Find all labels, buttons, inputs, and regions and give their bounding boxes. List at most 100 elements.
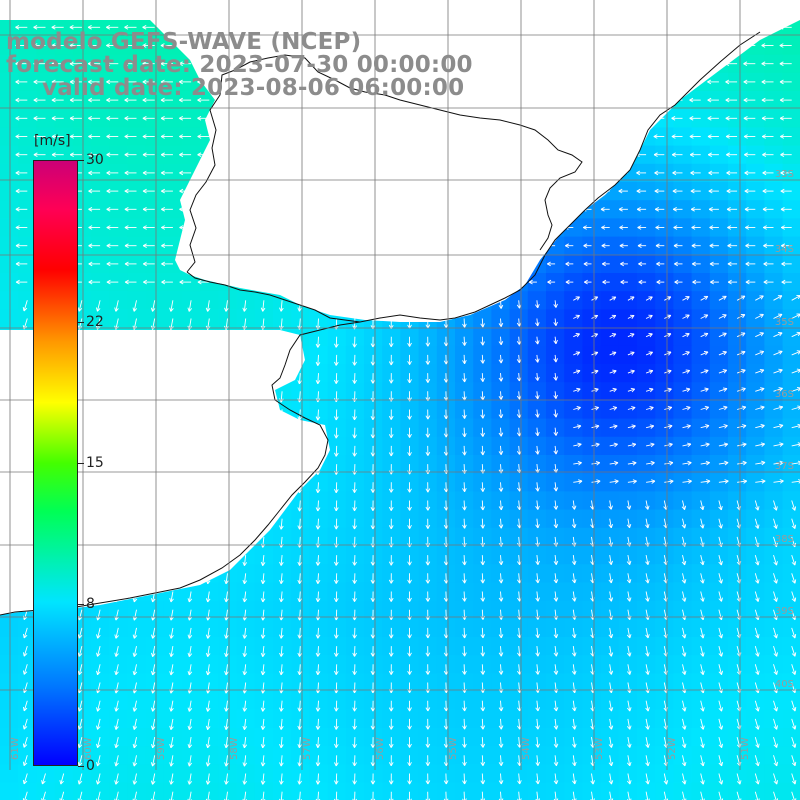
wind-speed-cell	[746, 145, 765, 165]
wind-speed-cell	[0, 36, 19, 56]
wind-speed-cell	[673, 145, 693, 165]
wind-speed-cell	[127, 200, 147, 219]
colorbar-tick-label: 22	[86, 313, 104, 330]
wind-speed-cell	[91, 18, 110, 37]
wind-speed-cell	[709, 254, 729, 274]
wind-speed-cell	[655, 182, 674, 201]
wind-speed-cell	[72, 782, 92, 800]
wind-speed-cell	[746, 91, 765, 110]
wind-speed-cell	[127, 163, 147, 183]
wind-speed-cell	[163, 72, 183, 92]
wind-speed-cell	[673, 200, 693, 219]
wind-speed-cell	[91, 54, 110, 74]
colorbar-tick-mark	[78, 766, 84, 767]
wind-speed-cell	[163, 163, 183, 183]
wind-speed-cell	[637, 236, 656, 256]
colorbar-tick-label: 15	[86, 455, 104, 471]
wind-speed-cell	[54, 782, 74, 800]
wind-speed-cell	[782, 382, 800, 401]
wind-speed-cell	[782, 546, 800, 565]
lon-label: 54W	[521, 737, 532, 760]
wind-speed-cell	[782, 418, 800, 438]
wind-speed-cell	[746, 236, 765, 256]
wind-speed-cell	[782, 728, 800, 747]
wind-speed-cell	[782, 746, 800, 765]
wind-speed-cell	[564, 254, 583, 274]
wind-speed-cell	[673, 782, 693, 800]
lat-label: 36S	[775, 389, 794, 400]
wind-speed-cell	[127, 36, 147, 56]
wind-speed-cell	[72, 18, 92, 37]
wind-speed-cell	[145, 54, 165, 74]
lat-label: 33S	[775, 169, 794, 180]
wind-speed-cell	[18, 36, 37, 56]
wind-speed-cell	[564, 273, 583, 292]
wind-speed-cell	[691, 782, 711, 800]
wind-speed-cell	[655, 127, 674, 147]
wind-speed-cell	[746, 54, 765, 74]
wind-speed-cell	[764, 72, 784, 92]
colorbar-tick-mark	[78, 321, 84, 323]
wind-speed-cell	[18, 54, 37, 74]
wind-speed-cell	[728, 273, 747, 292]
wind-speed-cell	[127, 72, 147, 92]
wind-speed-cell	[127, 273, 147, 292]
wind-speed-cell	[673, 218, 693, 238]
wind-speed-cell	[18, 109, 37, 128]
wind-speed-cell	[91, 236, 110, 256]
lon-label: 57W	[302, 737, 313, 760]
wind-speed-cell	[72, 91, 92, 110]
wind-speed-cell	[127, 54, 147, 74]
wind-speed-cell	[782, 345, 800, 365]
wind-speed-cell	[782, 764, 800, 784]
wind-speed-cell	[637, 145, 656, 165]
wind-speed-cell	[764, 218, 784, 238]
colorbar-tick-mark	[78, 604, 84, 606]
wind-speed-cell	[91, 145, 110, 165]
wind-speed-cell	[764, 200, 784, 219]
wind-speed-cell	[582, 273, 602, 292]
wind-speed-cell	[72, 145, 92, 165]
wind-speed-cell	[764, 782, 784, 800]
wind-speed-cell	[145, 127, 165, 147]
wind-speed-cell	[637, 218, 656, 238]
wind-speed-cell	[72, 109, 92, 128]
wind-speed-cell	[72, 127, 92, 147]
wind-speed-cell	[746, 72, 765, 92]
wind-speed-cell	[728, 145, 747, 165]
wind-speed-cell	[618, 782, 638, 800]
valid-date: valid date: 2023-08-06 06:00:00	[42, 75, 465, 101]
colorbar	[33, 160, 78, 766]
wind-speed-cell	[709, 109, 729, 128]
wind-speed-cell	[782, 527, 800, 547]
wind-speed-cell	[691, 200, 711, 219]
wind-speed-cell	[618, 182, 638, 201]
wind-speed-cell	[673, 273, 693, 292]
wind-speed-cell	[728, 163, 747, 183]
lat-label: 40S	[775, 679, 794, 690]
wind-speed-cell	[36, 145, 56, 165]
wind-speed-cell	[145, 218, 165, 238]
wind-speed-cell	[746, 109, 765, 128]
wind-speed-cell	[673, 163, 693, 183]
wind-speed-cell	[637, 182, 656, 201]
wind-speed-cell	[91, 273, 110, 292]
wind-speed-cell	[127, 254, 147, 274]
wind-speed-cell	[673, 236, 693, 256]
wind-speed-cell	[546, 273, 565, 292]
wind-speed-cell	[109, 163, 128, 183]
wind-speed-cell	[91, 36, 110, 56]
wind-speed-cell	[0, 254, 19, 274]
wind-speed-cell	[182, 127, 201, 147]
wind-speed-cell	[709, 91, 729, 110]
wind-speed-cell	[0, 91, 19, 110]
wind-speed-cell	[127, 145, 147, 165]
wind-speed-cell	[691, 145, 711, 165]
wind-speed-cell	[746, 254, 765, 274]
wind-speed-cell	[0, 673, 19, 693]
wind-speed-cell	[691, 254, 711, 274]
wind-speed-cell	[782, 655, 800, 674]
wind-speed-cell	[54, 54, 74, 74]
wind-speed-cell	[564, 236, 583, 256]
lat-label: 35S	[775, 317, 794, 328]
